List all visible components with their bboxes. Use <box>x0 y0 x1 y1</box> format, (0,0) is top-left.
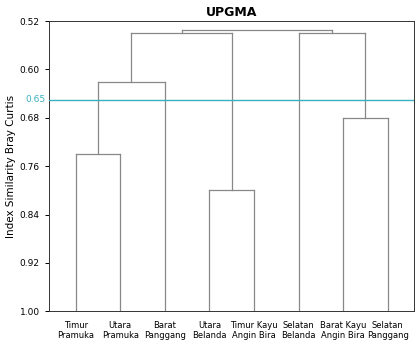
Text: 0.65: 0.65 <box>25 95 45 104</box>
Y-axis label: Index Similarity Bray Curtis: Index Similarity Bray Curtis <box>5 95 16 238</box>
Title: UPGMA: UPGMA <box>206 6 257 19</box>
